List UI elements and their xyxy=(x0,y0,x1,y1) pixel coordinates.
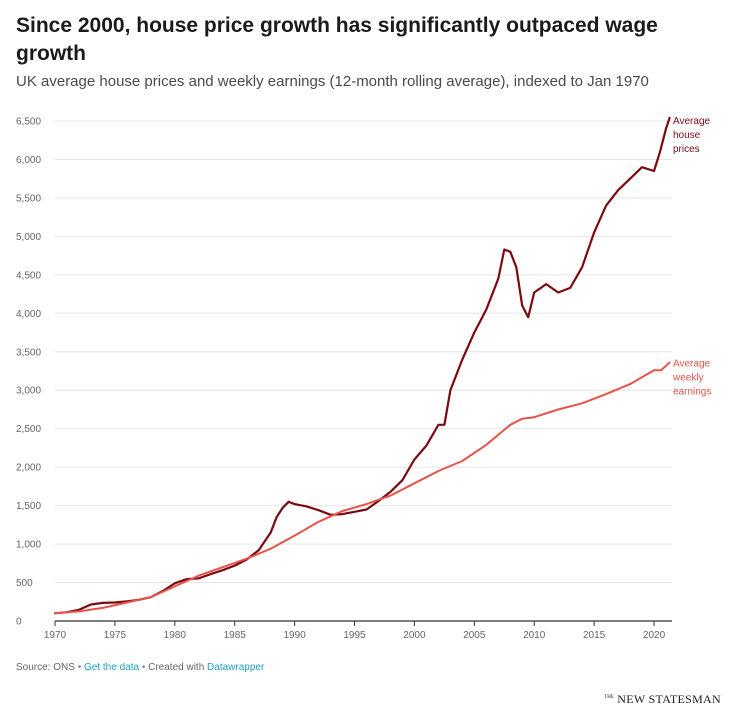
y-tick-label: 500 xyxy=(16,578,33,589)
y-axis-ticks: 0 500 1,000 1,500 2,000 2,500 3,000 3,500 4,000 4… xyxy=(16,117,41,628)
x-tick-label: 1995 xyxy=(343,630,366,641)
y-tick-label: 6,000 xyxy=(16,155,41,166)
y-tick-label: 1,000 xyxy=(16,540,41,551)
source-note: Source: ONS xyxy=(16,662,75,673)
y-tick-label: 3,500 xyxy=(16,347,41,358)
gridlines xyxy=(55,120,672,622)
created-with-text: Created with xyxy=(148,662,205,673)
house-prices-line xyxy=(53,116,671,615)
footer-separator: • xyxy=(77,662,82,673)
publisher-logo: THE NEW STATESMAN xyxy=(604,692,721,707)
y-tick-label: 4,500 xyxy=(16,270,41,281)
y-tick-label: 2,500 xyxy=(16,424,41,435)
chart-footer: Source: ONS • Get the data • Created wit… xyxy=(16,662,264,673)
y-tick-label: 0 xyxy=(16,617,22,628)
publisher-logo-prefix: THE xyxy=(604,695,614,700)
house-prices-label: Average house prices xyxy=(673,116,711,155)
y-tick-label: 2,000 xyxy=(16,463,41,474)
x-axis-ticks: 1970 1975 1980 1985 1990 1995 2000 2005 2010 2015… xyxy=(44,621,666,641)
x-tick-label: 1980 xyxy=(164,630,187,641)
x-tick-label: 2010 xyxy=(523,630,546,641)
chart-subtitle: UK average house prices and weekly earni… xyxy=(16,73,649,90)
chart-title: Since 2000, house price growth has signi… xyxy=(16,14,658,65)
x-tick-label: 2005 xyxy=(463,630,486,641)
y-tick-label: 4,000 xyxy=(16,309,41,320)
x-tick-label: 1975 xyxy=(104,630,127,641)
x-tick-label: 1985 xyxy=(224,630,247,641)
footer-separator: • xyxy=(141,662,146,673)
publisher-logo-name: NEW STATESMAN xyxy=(617,692,721,706)
get-the-data-link[interactable]: Get the data xyxy=(84,662,140,673)
line-chart: 0 500 1,000 1,500 2,000 2,500 3,000 3,500 4,000 4… xyxy=(16,116,711,641)
x-tick-label: 2015 xyxy=(583,630,606,641)
x-tick-label: 1970 xyxy=(44,630,67,641)
y-tick-label: 3,000 xyxy=(16,386,41,397)
datawrapper-link[interactable]: Datawrapper xyxy=(207,662,265,673)
y-tick-label: 6,500 xyxy=(16,117,41,128)
series-labels: Average house prices Average weekly earnings xyxy=(672,116,711,398)
y-tick-label: 5,500 xyxy=(16,193,41,204)
weekly-earnings-line xyxy=(54,361,671,615)
weekly-earnings-label: Average weekly earnings xyxy=(672,359,711,398)
y-tick-label: 5,000 xyxy=(16,232,41,243)
series-lines xyxy=(53,116,671,615)
x-tick-label: 2020 xyxy=(643,630,666,641)
y-tick-label: 1,500 xyxy=(16,501,41,512)
x-tick-label: 2000 xyxy=(403,630,426,641)
x-tick-label: 1990 xyxy=(283,630,306,641)
